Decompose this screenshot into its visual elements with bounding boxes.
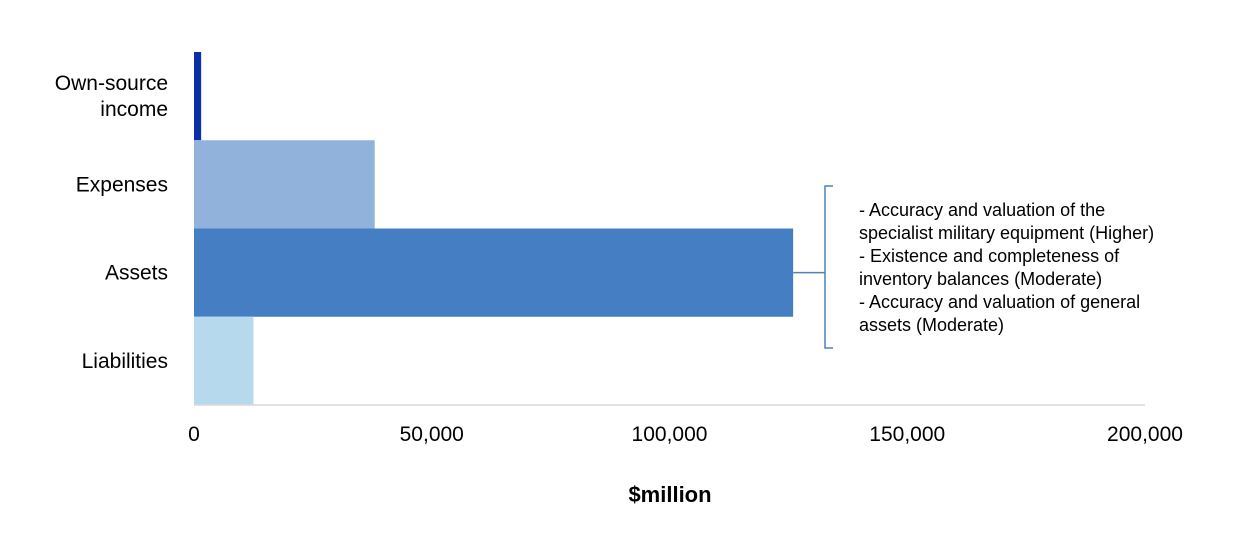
bar-assets	[194, 228, 794, 317]
x-tick-label: 200,000	[1107, 423, 1183, 446]
category-label-own-source-income: Own-source income	[55, 72, 168, 121]
x-tick-label: 50,000	[400, 423, 464, 446]
category-label-expenses: Expenses	[76, 173, 168, 196]
bar-own-source-income	[194, 52, 202, 141]
bar-liabilities	[194, 316, 254, 405]
annotation-text: - Accuracy and valuation of the specialis…	[859, 200, 1154, 335]
bars-layer	[194, 52, 794, 405]
annotation: - Accuracy and valuation of the specialis…	[793, 185, 1154, 349]
bar-expenses	[194, 140, 375, 229]
category-labels: Own-source income Expenses Assets Liabilitie…	[55, 72, 168, 373]
x-tick-labels: 0 50,000 100,000 150,000 200,000	[188, 423, 1183, 446]
category-label-assets: Assets	[105, 262, 168, 285]
x-axis-title: $million	[628, 482, 711, 507]
x-tick-label: 150,000	[869, 423, 945, 446]
annotation-bracket	[824, 185, 833, 349]
category-label-liabilities: Liabilities	[82, 350, 168, 373]
x-tick-label: 0	[188, 423, 200, 446]
x-tick-label: 100,000	[632, 423, 708, 446]
